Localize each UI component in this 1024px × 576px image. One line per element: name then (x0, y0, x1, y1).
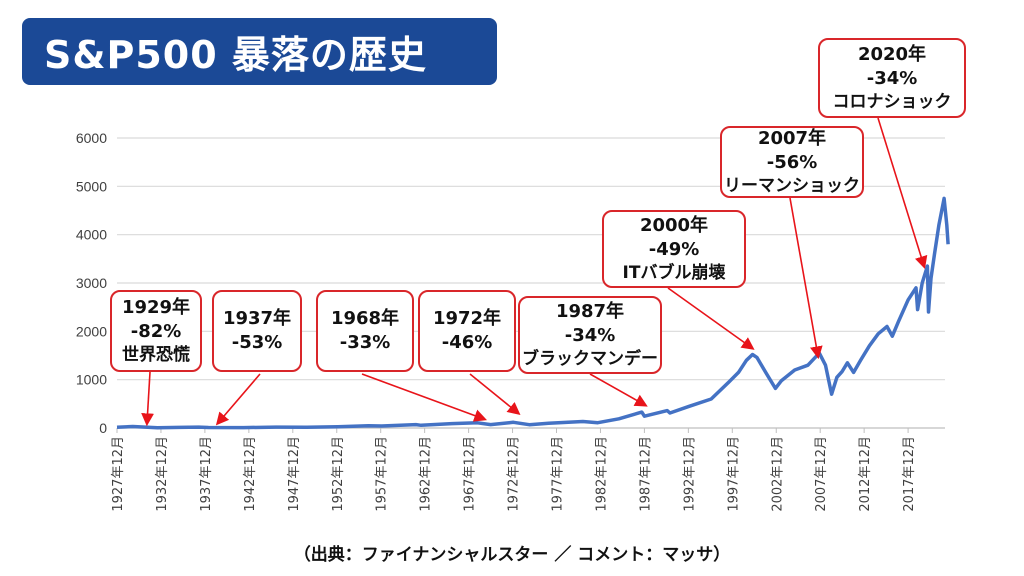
x-tick-label: 1972年12月 (507, 436, 522, 512)
annotation-event: リーマンショック (724, 176, 860, 196)
x-tick-label: 2007年12月 (814, 436, 829, 512)
x-tick-label: 2002年12月 (770, 436, 785, 512)
y-tick-label: 5000 (76, 178, 107, 194)
annotation-change: -53% (231, 332, 283, 353)
x-tick-label: 1982年12月 (594, 436, 609, 512)
x-tick-label: 1992年12月 (682, 436, 697, 512)
x-tick-label: 1932年12月 (155, 436, 170, 512)
annotation-arrow (877, 117, 928, 270)
annotation-year: 2020年 (857, 44, 927, 65)
x-tick-label: 1967年12月 (463, 436, 478, 512)
annotation-change: -56% (766, 152, 818, 173)
annotation-year: 1987年 (555, 301, 625, 322)
y-tick-label: 1000 (76, 372, 107, 388)
annotation-change: -33% (339, 332, 391, 353)
crash-annotation: 2020年 -34% コロナショック (818, 38, 966, 118)
annotation-arrow (141, 371, 154, 427)
annotation-change: -82% (130, 321, 182, 342)
annotation-change: -46% (441, 332, 493, 353)
x-tick-label: 1952年12月 (331, 436, 346, 512)
sp500-line (116, 196, 950, 430)
crash-annotation: 1987年 -34% ブラックマンデー (518, 296, 662, 374)
x-tick-label: 1947年12月 (287, 436, 302, 512)
annotation-event: 世界恐慌 (122, 345, 190, 365)
x-tick-label: 2012年12月 (858, 436, 873, 512)
x-tick-label: 1942年12月 (243, 436, 258, 512)
x-tick-label: 1957年12月 (375, 436, 390, 512)
annotation-arrow (215, 373, 261, 426)
y-tick-label: 4000 (76, 227, 107, 243)
annotation-arrow (469, 373, 521, 416)
crash-annotation: 2007年 -56% リーマンショック (720, 126, 864, 198)
annotation-change: -34% (564, 325, 616, 346)
annotation-arrow (589, 373, 648, 407)
x-tick-label: 1997年12月 (726, 436, 741, 512)
annotation-change: -34% (866, 68, 918, 89)
annotation-year: 1972年 (432, 308, 502, 329)
crash-annotation: 1929年 -82% 世界恐慌 (110, 290, 202, 372)
x-tick-label: 1927年12月 (111, 436, 126, 512)
x-tick-label: 1987年12月 (638, 436, 653, 512)
annotation-year: 1929年 (121, 297, 191, 318)
crash-annotation: 1968年 -33% (316, 290, 414, 372)
y-tick-label: 6000 (76, 130, 107, 146)
annotation-event: ITバブル崩壊 (622, 263, 726, 283)
y-tick-label: 3000 (76, 275, 107, 291)
annotation-year: 1937年 (222, 308, 292, 329)
annotation-arrow (667, 287, 755, 350)
source-footer: （出典：ファイナンシャルスター ／ コメント：マッサ） (293, 545, 731, 565)
crash-annotation: 1937年 -53% (212, 290, 302, 372)
annotation-arrow (361, 373, 488, 422)
annotation-event: コロナショック (832, 92, 952, 112)
crash-annotation: 2000年 -49% ITバブル崩壊 (602, 210, 746, 288)
annotation-year: 2000年 (639, 215, 709, 236)
annotation-year: 2007年 (757, 128, 827, 149)
annotation-change: -49% (648, 239, 700, 260)
x-tick-label: 1977年12月 (551, 436, 566, 512)
annotation-event: ブラックマンデー (522, 349, 658, 369)
crash-annotation: 1972年 -46% (418, 290, 516, 372)
y-tick-label: 0 (99, 420, 107, 436)
annotation-arrow (789, 197, 823, 360)
y-tick-label: 2000 (76, 323, 107, 339)
page-title: S&P500 暴落の歴史 (22, 18, 497, 85)
x-tick-label: 1937年12月 (199, 436, 214, 512)
x-tick-label: 2017年12月 (902, 436, 917, 512)
annotation-year: 1968年 (330, 308, 400, 329)
x-tick-label: 1962年12月 (419, 436, 434, 512)
